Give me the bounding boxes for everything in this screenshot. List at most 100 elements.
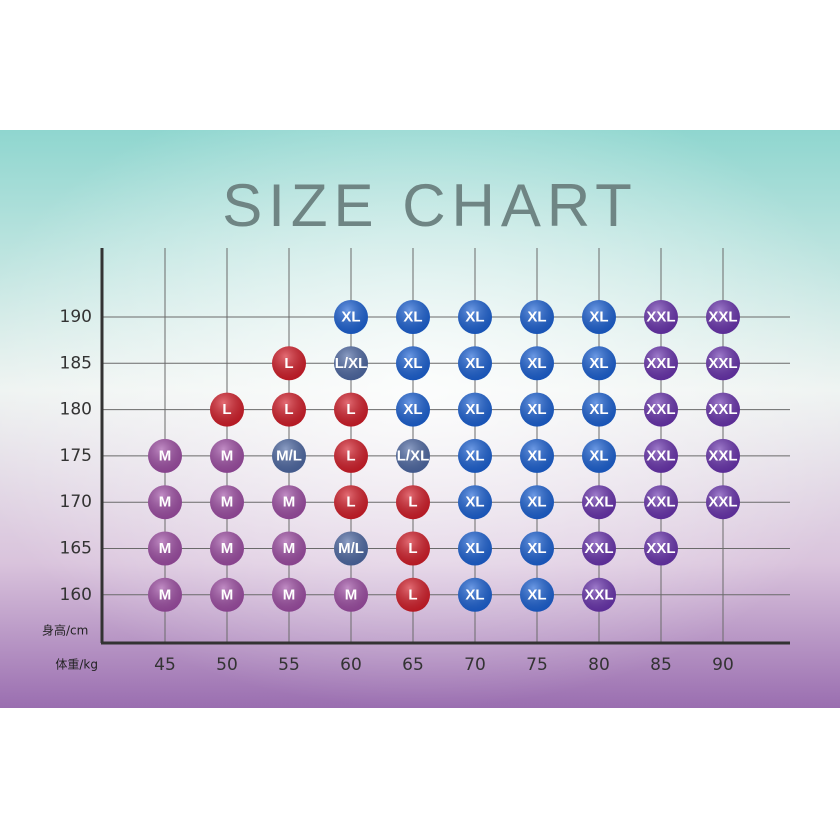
badge-shine [272,485,306,520]
x-tick-label: 55 [278,655,300,675]
size-label: L [408,586,417,603]
badge-shine [582,300,616,334]
badge-shine [334,346,368,381]
size-label: XL [527,309,546,326]
size-label: XXL [584,540,613,557]
size-label: XL [465,309,484,326]
size-label: XL [589,401,608,418]
size-badge: XL [396,300,430,334]
size-label: XL [527,401,546,418]
size-badge: XL [458,577,492,612]
badge-shine [644,531,678,566]
badge-shine [582,531,616,566]
size-badge: M [210,438,244,473]
size-badge: XL [582,300,616,334]
x-tick-label: 80 [588,655,610,675]
badge-shine [582,346,616,381]
size-badge: M [210,531,244,566]
size-badge: XXL [644,531,678,566]
badge-shine [582,392,616,427]
badge-shine [706,438,740,473]
size-badge: XXL [644,346,678,381]
size-label: XXL [646,494,675,511]
badge-shine [644,392,678,427]
y-tick-label: 175 [60,446,92,466]
badge-shine [458,531,492,566]
size-label: XL [465,494,484,511]
badge-shine [272,346,306,381]
badge-shine [396,346,430,381]
size-label: XL [527,355,546,372]
badge-shine [148,438,182,473]
size-label: XXL [646,355,675,372]
size-badge: L [396,577,430,612]
size-label: XL [589,309,608,326]
size-badge: L [210,392,244,427]
size-badge: XXL [706,485,740,520]
size-label: XL [589,447,608,464]
size-badge: XL [520,577,554,612]
x-tick-label: 50 [216,655,238,675]
size-label: M/L [276,447,302,464]
size-badge: L [334,392,368,427]
size-badge: L [334,485,368,520]
size-badge: XXL [644,485,678,520]
badge-shine [272,438,306,473]
badge-shine [520,438,554,473]
badge-shine [582,485,616,520]
badge-shine [458,346,492,381]
size-badge: M [210,485,244,520]
badge-shine [706,346,740,381]
size-label: XL [527,586,546,603]
size-label: XL [465,401,484,418]
badge-shine [458,300,492,334]
x-tick-label: 90 [712,655,734,675]
size-badge: M [272,531,306,566]
x-tick-label: 85 [650,655,672,675]
badge-shine [272,392,306,427]
y-tick-label: 185 [60,353,92,373]
size-badge: XXL [706,438,740,473]
size-badge: XL [582,392,616,427]
size-badge: XL [520,392,554,427]
badge-shine [582,438,616,473]
badge-shine [334,300,368,334]
size-label: L/XL [335,355,368,372]
size-label: XXL [708,447,737,464]
size-label: XL [465,540,484,557]
y-tick-label: 160 [60,585,92,605]
badge-shine [458,577,492,612]
badge-shine [644,438,678,473]
size-label: M [221,447,234,464]
size-label: M/L [338,540,364,557]
size-label: L [284,401,293,418]
size-badge: XL [582,346,616,381]
size-label: M [221,494,234,511]
size-badge: XL [458,438,492,473]
size-badge: M [334,577,368,612]
badge-shine [520,346,554,381]
size-badge: L [334,438,368,473]
size-badge: M [272,485,306,520]
size-badge: M/L [272,438,306,473]
badge-shine [520,485,554,520]
badge-shine [210,438,244,473]
size-label: XXL [646,309,675,326]
size-badge: XL [458,346,492,381]
size-label: M [221,540,234,557]
size-badge: L [396,531,430,566]
size-label: XL [465,586,484,603]
badge-shine [334,577,368,612]
badge-shine [644,485,678,520]
badge-shine [148,485,182,520]
size-label: XL [527,540,546,557]
size-badge: XL [458,531,492,566]
badge-shine [210,577,244,612]
size-badge: XL [334,300,368,334]
badge-shine [334,438,368,473]
x-tick-label: 60 [340,655,362,675]
size-badge: XXL [644,392,678,427]
size-badge: XL [520,300,554,334]
size-badge: M [272,577,306,612]
